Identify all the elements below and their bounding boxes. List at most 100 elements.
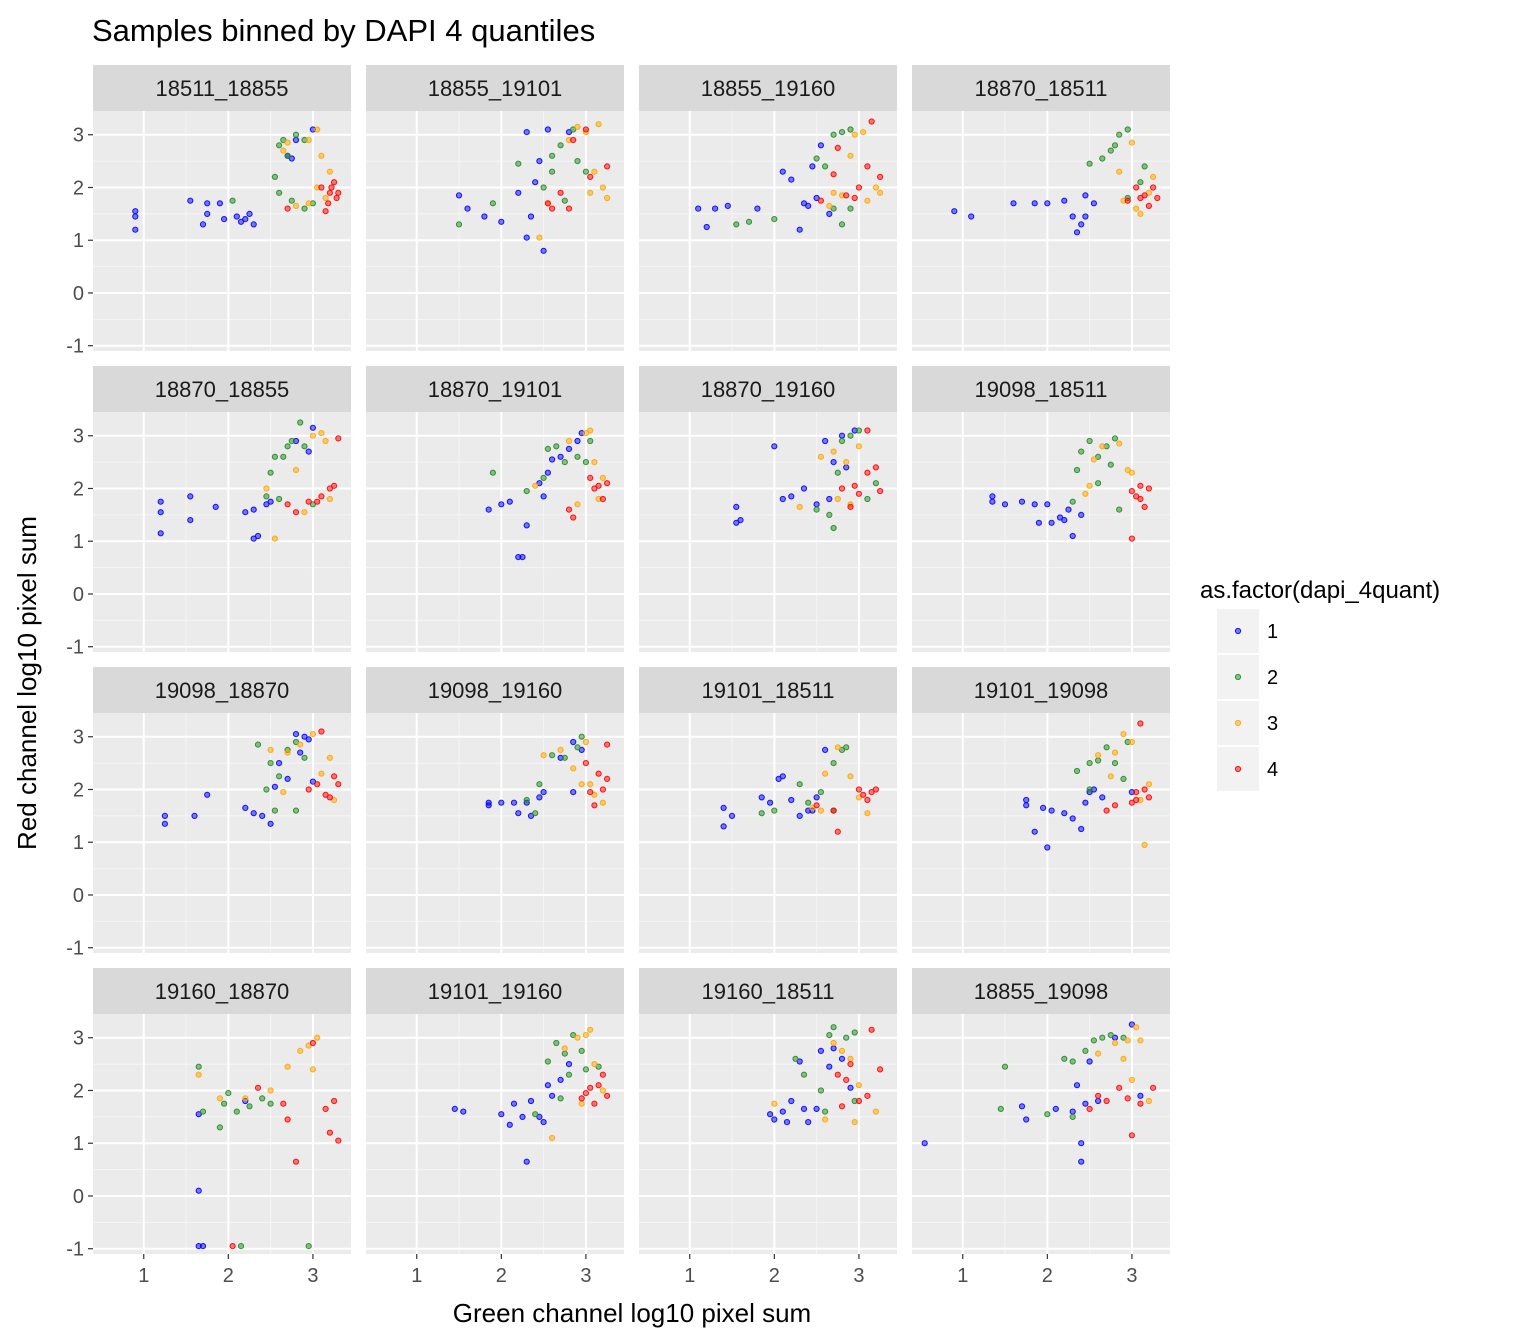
panel-background bbox=[93, 1014, 351, 1254]
panel-background bbox=[93, 713, 351, 953]
data-point bbox=[595, 1082, 602, 1089]
data-point bbox=[813, 194, 820, 202]
data-point bbox=[779, 1108, 786, 1115]
data-point bbox=[216, 200, 223, 207]
data-point bbox=[822, 770, 829, 777]
data-point bbox=[565, 506, 573, 513]
data-point bbox=[1040, 804, 1047, 812]
data-point bbox=[288, 155, 295, 162]
data-point bbox=[280, 147, 287, 154]
data-point bbox=[1111, 802, 1119, 809]
data-point bbox=[326, 168, 333, 175]
data-point bbox=[481, 213, 488, 220]
data-point bbox=[485, 506, 492, 513]
data-point bbox=[838, 1055, 846, 1062]
data-point bbox=[817, 197, 825, 204]
chart-title: Samples binned by DAPI 4 quantiles bbox=[92, 13, 595, 48]
data-point bbox=[1107, 1032, 1114, 1039]
data-point bbox=[822, 163, 829, 170]
data-point bbox=[561, 754, 568, 761]
data-point bbox=[161, 812, 168, 820]
data-point bbox=[1069, 213, 1076, 220]
data-point bbox=[1086, 160, 1093, 167]
data-point bbox=[318, 493, 325, 500]
data-point bbox=[242, 804, 249, 812]
data-point bbox=[1120, 731, 1127, 738]
data-point bbox=[1111, 1039, 1119, 1047]
data-point bbox=[877, 1066, 884, 1073]
data-point bbox=[587, 1084, 594, 1091]
x-tick-label: 3 bbox=[1126, 1265, 1137, 1287]
data-point bbox=[523, 488, 530, 495]
data-point bbox=[267, 469, 274, 476]
data-point bbox=[872, 1108, 880, 1115]
data-point bbox=[544, 1082, 552, 1089]
data-point bbox=[817, 453, 825, 460]
data-point bbox=[216, 1095, 223, 1102]
data-point bbox=[254, 532, 262, 540]
data-point bbox=[570, 738, 577, 746]
y-tick-label: 1 bbox=[73, 1133, 84, 1155]
data-point bbox=[271, 535, 278, 542]
data-point bbox=[195, 1071, 202, 1078]
data-point bbox=[587, 427, 594, 434]
data-point bbox=[292, 466, 300, 474]
data-point bbox=[536, 234, 543, 241]
facet-strip-label: 19101_19160 bbox=[428, 979, 563, 1004]
data-point bbox=[570, 765, 577, 772]
data-point bbox=[1001, 1063, 1009, 1070]
x-tick-label: 3 bbox=[307, 1265, 318, 1287]
data-point bbox=[587, 437, 594, 445]
data-point bbox=[305, 786, 312, 793]
data-point bbox=[523, 1158, 530, 1165]
legend-marker bbox=[1234, 627, 1242, 635]
data-point bbox=[326, 189, 333, 196]
panel-background bbox=[639, 412, 897, 652]
data-point bbox=[582, 1090, 590, 1097]
data-point bbox=[767, 799, 774, 806]
data-point bbox=[187, 517, 194, 524]
data-point bbox=[574, 437, 581, 445]
data-point bbox=[263, 493, 270, 500]
data-point bbox=[847, 1061, 854, 1068]
facet-strip bbox=[366, 65, 624, 111]
data-point bbox=[326, 495, 333, 503]
data-point bbox=[1018, 1103, 1026, 1110]
data-point bbox=[847, 432, 854, 439]
data-point bbox=[1133, 184, 1140, 191]
facet-panel: 19098_19160 bbox=[366, 667, 624, 953]
data-point bbox=[591, 459, 598, 466]
data-point bbox=[1082, 213, 1089, 220]
data-point bbox=[271, 783, 278, 790]
data-point bbox=[800, 1105, 808, 1113]
data-point bbox=[523, 796, 530, 804]
data-point bbox=[489, 200, 496, 207]
data-point bbox=[309, 731, 316, 738]
data-point bbox=[199, 1108, 207, 1115]
data-point bbox=[309, 1039, 316, 1047]
data-point bbox=[813, 501, 820, 508]
data-point bbox=[1137, 179, 1144, 186]
legend-label: 3 bbox=[1267, 713, 1278, 735]
data-point bbox=[1086, 786, 1093, 793]
data-point bbox=[1086, 437, 1093, 445]
data-point bbox=[595, 770, 602, 777]
data-point bbox=[301, 443, 308, 450]
data-point bbox=[1082, 1047, 1089, 1055]
data-point bbox=[872, 184, 880, 191]
data-point bbox=[451, 1105, 458, 1113]
data-point bbox=[318, 430, 325, 437]
panel-background bbox=[912, 1014, 1170, 1254]
data-point bbox=[292, 807, 300, 814]
data-point bbox=[532, 810, 539, 817]
data-point bbox=[574, 158, 581, 165]
data-point bbox=[314, 498, 321, 505]
facet-panel: 19101_18511 bbox=[639, 667, 897, 953]
y-tick-label: 2 bbox=[73, 478, 84, 500]
data-point bbox=[779, 495, 786, 503]
data-point bbox=[587, 781, 594, 788]
panel-background bbox=[912, 713, 1170, 953]
data-point bbox=[331, 1097, 338, 1105]
x-axis-ticks: 1 2 3 1 2 3 1 2 3 1 2 3 bbox=[138, 1254, 1137, 1287]
data-point bbox=[271, 173, 278, 180]
